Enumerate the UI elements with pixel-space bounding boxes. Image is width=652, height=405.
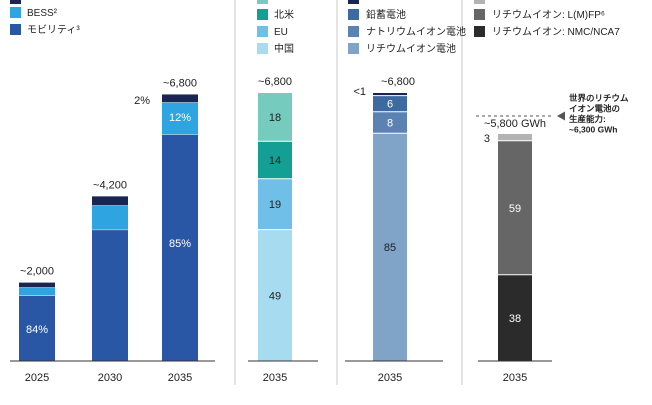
x-tick-label-region: 2035 <box>263 372 287 384</box>
data-label-region-na: 14 <box>269 155 281 167</box>
bar-segment-2035-navy <box>162 94 198 103</box>
data-label-2025-mobility: 84% <box>26 324 48 336</box>
capacity-arrow-icon <box>557 111 565 121</box>
bar-segment-2030-mobility <box>92 229 128 361</box>
data-label-cathode-lfp: 59 <box>509 203 521 215</box>
legend-label-naion: ナトリウムイオン電池 <box>366 25 466 38</box>
legend-label-mobility: モビリティ³ <box>27 24 80 36</box>
legend-swatch-china <box>257 43 268 54</box>
legend-label-eu: EU <box>274 27 288 38</box>
legend-swatch-nmc <box>474 26 485 37</box>
capacity-annotation-line-2: イオン電池の <box>569 104 620 114</box>
legend-label-nmc: リチウムイオン: NMC/NCA7 <box>492 26 620 38</box>
data-label-region-eu: 19 <box>269 199 281 211</box>
x-tick-label-2025: 2025 <box>25 372 49 384</box>
legend-label-bess: BESS² <box>27 8 58 19</box>
chem-bar-segment-leadacid <box>373 95 407 112</box>
legend-swatch-naion <box>348 26 359 37</box>
legend-label-leadacid: 鉛蓄電池 <box>366 8 406 21</box>
bar-segment-2035-mobility <box>162 134 198 361</box>
legend-swatch-cropped <box>348 0 359 4</box>
total-label-region: ~6,800 <box>258 76 292 88</box>
data-label-2035-mobility: 85% <box>169 238 191 250</box>
legend-swatch-leadacid <box>348 9 359 20</box>
chem-bar-segment-navy <box>373 93 407 96</box>
data-label-region-china: 49 <box>269 290 281 302</box>
capacity-annotation-line-3: 生産能力: <box>569 114 606 124</box>
chem-bar-segment-liion <box>373 133 407 361</box>
bar-segment-2030-navy <box>92 196 128 206</box>
data-label-2035-bess: 12% <box>169 112 191 124</box>
total-label-2030: ~4,200 <box>93 179 127 191</box>
legend-swatch-cropped <box>10 0 21 4</box>
data-label-chem-other: <1 <box>353 86 366 98</box>
region-bar-segment-other_region <box>258 93 292 142</box>
capacity-annotation-line-1: 世界のリチウム <box>569 93 629 103</box>
data-label-2035-other: 2% <box>134 95 150 107</box>
x-tick-label-cathode: 2035 <box>503 372 527 384</box>
total-label-cathode: ~5,800 GWh <box>484 118 546 130</box>
legend-label-lfp: リチウムイオン: L(M)FP⁶ <box>492 9 605 21</box>
legend-label-liion: リチウムイオン電池 <box>366 42 456 55</box>
cathode-bar-segment-nmc <box>498 274 532 361</box>
legend-label-china: 中国 <box>274 42 294 55</box>
x-tick-label-chem: 2035 <box>378 372 402 384</box>
region-bar-segment-na <box>258 141 292 179</box>
bar-segment-2025-bess <box>19 287 55 296</box>
data-label-chem-leadacid: 6 <box>387 99 393 111</box>
data-label-cathode-other: 3 <box>484 133 490 145</box>
total-label-2035: ~6,800 <box>163 77 197 89</box>
data-label-cathode-nmc: 38 <box>509 313 521 325</box>
cathode-bar-segment-capacity <box>498 134 532 141</box>
capacity-annotation-line-4: ~6,300 GWh <box>569 125 617 135</box>
legend-swatch-na <box>257 9 268 20</box>
bar-segment-2035-bess <box>162 102 198 135</box>
legend-swatch-bess <box>10 7 21 18</box>
bar-segment-2025-navy <box>19 282 55 288</box>
x-tick-label-2035: 2035 <box>168 372 192 384</box>
legend-swatch-lfp <box>474 9 485 20</box>
region-bar-segment-china <box>258 229 292 361</box>
cathode-bar-segment-lfp <box>498 140 532 275</box>
legend-swatch-cropped <box>474 0 485 4</box>
chem-bar-segment-naion <box>373 111 407 134</box>
legend-label-na: 北米 <box>274 8 294 21</box>
total-label-2025: ~2,000 <box>20 266 54 278</box>
total-label-chem: ~6,800 <box>381 76 415 88</box>
data-label-chem-naion: 8 <box>387 117 393 129</box>
legend-swatch-mobility <box>10 24 21 35</box>
region-bar-segment-eu <box>258 178 292 230</box>
legend-swatch-eu <box>257 26 268 37</box>
x-tick-label-2030: 2030 <box>98 372 122 384</box>
bar-segment-2030-bess <box>92 205 128 230</box>
legend-swatch-liion <box>348 43 359 54</box>
bar-segment-2025-mobility <box>19 295 55 361</box>
data-label-region-other_region: 18 <box>269 112 281 124</box>
data-label-chem-liion: 85 <box>384 242 396 254</box>
legend-swatch-cropped <box>257 0 268 4</box>
